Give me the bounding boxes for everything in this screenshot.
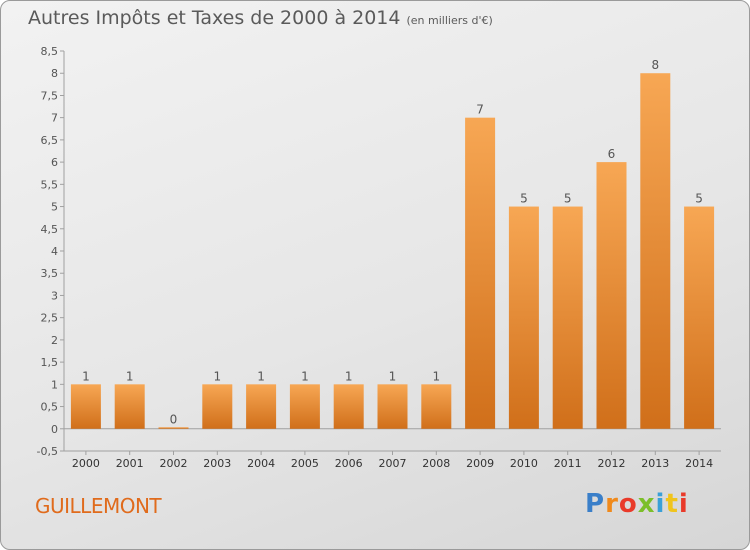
commune-name: GUILLEMONT xyxy=(35,494,162,518)
bar-value-label: 1 xyxy=(257,369,265,383)
bar-value-label: 1 xyxy=(301,369,309,383)
y-tick-label: 8 xyxy=(51,67,58,80)
bar-value-label: 1 xyxy=(82,369,90,383)
bar-value-label: 7 xyxy=(476,103,484,117)
bar-value-label: 5 xyxy=(695,192,703,206)
bar-value-label: 5 xyxy=(520,192,528,206)
bar-value-label: 1 xyxy=(389,369,397,383)
logo-letter: o xyxy=(618,489,638,519)
bar xyxy=(421,384,452,429)
y-tick-label: 6 xyxy=(51,156,58,169)
bar xyxy=(333,384,364,429)
logo-letter: P xyxy=(585,489,606,519)
logo-letter: t xyxy=(665,489,679,519)
bar-value-label: 6 xyxy=(608,147,616,161)
y-tick-label: 1,5 xyxy=(41,356,59,369)
x-tick-label: 2004 xyxy=(247,457,275,470)
bar-value-label: 5 xyxy=(564,192,572,206)
y-tick-label: 7,5 xyxy=(41,89,59,102)
bar xyxy=(246,384,277,429)
y-tick-label: 3,5 xyxy=(41,267,59,280)
bar xyxy=(114,384,145,429)
logo-letter: r xyxy=(605,489,619,519)
y-tick-label: 7 xyxy=(51,112,58,125)
x-tick-label: 2006 xyxy=(335,457,363,470)
x-tick-label: 2014 xyxy=(685,457,713,470)
x-tick-label: 2007 xyxy=(379,457,407,470)
bar-value-label: 1 xyxy=(126,369,134,383)
bar xyxy=(596,162,627,429)
bar xyxy=(70,384,101,429)
y-tick-label: 4,5 xyxy=(41,223,59,236)
y-tick-label: 3 xyxy=(51,289,58,302)
y-tick-label: 4 xyxy=(51,245,58,258)
y-tick-label: 2,5 xyxy=(41,312,59,325)
y-tick-label: -0,5 xyxy=(37,445,58,458)
bar xyxy=(640,73,671,429)
bar-value-label: 8 xyxy=(651,58,659,72)
bar-value-label: 1 xyxy=(213,369,221,383)
bar xyxy=(684,206,715,429)
proxiti-logo: Proxiti xyxy=(585,489,689,519)
y-tick-label: 0 xyxy=(51,423,58,436)
bar xyxy=(289,384,320,429)
y-tick-label: 6,5 xyxy=(41,134,59,147)
x-tick-label: 2008 xyxy=(422,457,450,470)
bar xyxy=(552,206,583,429)
bar xyxy=(158,427,189,429)
x-tick-label: 2011 xyxy=(554,457,582,470)
logo-letter: i xyxy=(655,489,666,519)
bar-value-label: 1 xyxy=(345,369,353,383)
x-tick-label: 2002 xyxy=(160,457,188,470)
unit-text: (en milliers d'€) xyxy=(406,14,493,27)
logo-letter: i xyxy=(678,489,689,519)
bar-value-label: 1 xyxy=(432,369,440,383)
x-tick-label: 2012 xyxy=(598,457,626,470)
bar xyxy=(202,384,233,429)
chart-title: Autres Impôts et Taxes de 2000 à 2014 (en… xyxy=(28,7,493,29)
x-tick-label: 2001 xyxy=(116,457,144,470)
y-tick-label: 2 xyxy=(51,334,58,347)
x-tick-label: 2003 xyxy=(203,457,231,470)
y-tick-label: 5,5 xyxy=(41,178,59,191)
y-tick-label: 0,5 xyxy=(41,401,59,414)
title-text: Autres Impôts et Taxes de 2000 à 2014 xyxy=(28,7,401,29)
bar xyxy=(377,384,408,429)
x-tick-label: 2005 xyxy=(291,457,319,470)
x-tick-label: 2010 xyxy=(510,457,538,470)
y-tick-label: 5 xyxy=(51,201,58,214)
logo-letter: x xyxy=(637,489,656,519)
x-tick-label: 2000 xyxy=(72,457,100,470)
bar xyxy=(508,206,539,429)
bar-value-label: 0 xyxy=(170,412,178,426)
y-tick-label: 1 xyxy=(51,378,58,391)
y-tick-label: 8,5 xyxy=(41,45,59,58)
x-tick-label: 2009 xyxy=(466,457,494,470)
x-tick-label: 2013 xyxy=(641,457,669,470)
bar xyxy=(465,117,496,429)
